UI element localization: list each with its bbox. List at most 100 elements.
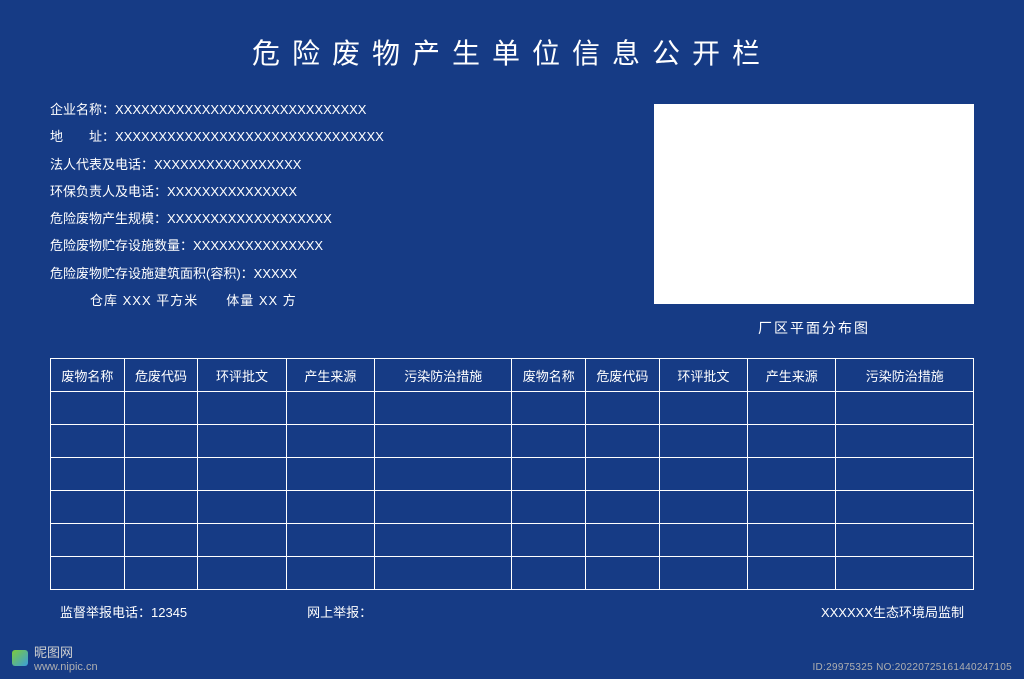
table-cell [51, 425, 125, 458]
table-cell [375, 392, 512, 425]
table-cell [836, 491, 974, 524]
table-cell [375, 524, 512, 557]
table-cell [286, 557, 374, 590]
table-cell [512, 491, 586, 524]
table-cell [375, 425, 512, 458]
table-cell [836, 557, 974, 590]
env-contact-row: 环保负责人及电话： XXXXXXXXXXXXXXX [50, 178, 614, 205]
table-cell [586, 458, 660, 491]
waste-table-wrap: 废物名称危废代码环评批文产生来源污染防治措施废物名称危废代码环评批文产生来源污染… [0, 338, 1024, 590]
table-cell [124, 491, 198, 524]
table-cell [198, 392, 286, 425]
address-label: 地 址： [50, 123, 115, 150]
table-cell [51, 392, 125, 425]
hotline: 监督举报电话：12345 [60, 602, 187, 621]
waste-table: 废物名称危废代码环评批文产生来源污染防治措施废物名称危废代码环评批文产生来源污染… [50, 358, 974, 590]
table-cell [375, 491, 512, 524]
table-cell [198, 491, 286, 524]
table-row [51, 524, 974, 557]
watermark-id: ID:29975325 NO:20220725161440247105 [812, 662, 1012, 673]
table-cell [286, 425, 374, 458]
table-cell [512, 458, 586, 491]
table-header-cell: 危废代码 [124, 359, 198, 392]
env-contact-label: 环保负责人及电话： [50, 178, 167, 205]
table-cell [748, 491, 836, 524]
table-cell [748, 557, 836, 590]
storage-count-row: 危险废物贮存设施数量： XXXXXXXXXXXXXXX [50, 232, 614, 259]
online-report-label: 网上举报： [307, 602, 372, 621]
table-cell [659, 557, 747, 590]
table-cell [586, 392, 660, 425]
table-cell [198, 557, 286, 590]
table-cell [124, 425, 198, 458]
table-cell [124, 458, 198, 491]
table-cell [836, 524, 974, 557]
table-cell [586, 491, 660, 524]
table-cell [748, 524, 836, 557]
table-cell [748, 392, 836, 425]
company-name-label: 企业名称： [50, 96, 115, 123]
company-info-block: 企业名称： XXXXXXXXXXXXXXXXXXXXXXXXXXXXX 地 址：… [50, 96, 614, 338]
table-cell [586, 557, 660, 590]
table-cell [659, 458, 747, 491]
table-cell [124, 392, 198, 425]
scale-label: 危险废物产生规模： [50, 205, 167, 232]
table-cell [586, 524, 660, 557]
footer-row: 监督举报电话：12345 网上举报： XXXXXX生态环境局监制 [0, 590, 1024, 621]
table-cell [659, 524, 747, 557]
table-cell [124, 524, 198, 557]
table-cell [512, 557, 586, 590]
table-cell [286, 491, 374, 524]
table-cell [198, 524, 286, 557]
table-cell [836, 392, 974, 425]
table-header-cell: 产生来源 [748, 359, 836, 392]
address-value: XXXXXXXXXXXXXXXXXXXXXXXXXXXXXXX [115, 123, 384, 150]
table-cell [375, 557, 512, 590]
table-cell [659, 491, 747, 524]
hotline-label: 监督举报电话： [60, 605, 151, 620]
table-cell [748, 458, 836, 491]
content-area: 企业名称： XXXXXXXXXXXXXXXXXXXXXXXXXXXXX 地 址：… [0, 96, 1024, 338]
table-row [51, 425, 974, 458]
table-cell [512, 524, 586, 557]
table-cell [375, 458, 512, 491]
table-cell [836, 425, 974, 458]
storage-area-value: XXXXX [254, 260, 297, 287]
table-cell [51, 458, 125, 491]
table-row [51, 392, 974, 425]
table-header-cell: 环评批文 [198, 359, 286, 392]
watermark-left: 昵图网 www.nipic.cn [12, 642, 98, 673]
table-cell [286, 392, 374, 425]
legal-row: 法人代表及电话： XXXXXXXXXXXXXXXXX [50, 151, 614, 178]
table-header-cell: 产生来源 [286, 359, 374, 392]
supervisor-text: XXXXXX生态环境局监制 [821, 602, 964, 621]
storage-area-label: 危险废物贮存设施建筑面积(容积)： [50, 260, 254, 287]
table-cell [836, 458, 974, 491]
company-name-row: 企业名称： XXXXXXXXXXXXXXXXXXXXXXXXXXXXX [50, 96, 614, 123]
storage-area-row: 危险废物贮存设施建筑面积(容积)： XXXXX [50, 260, 614, 287]
table-row [51, 458, 974, 491]
storage-count-label: 危险废物贮存设施数量： [50, 232, 193, 259]
table-cell [586, 425, 660, 458]
map-block: 厂区平面分布图 [654, 96, 974, 338]
hotline-value: 12345 [151, 605, 187, 620]
address-row: 地 址： XXXXXXXXXXXXXXXXXXXXXXXXXXXXXXX [50, 123, 614, 150]
table-header-cell: 污染防治措施 [375, 359, 512, 392]
table-cell [512, 425, 586, 458]
table-cell [51, 491, 125, 524]
env-contact-value: XXXXXXXXXXXXXXX [167, 178, 297, 205]
table-cell [512, 392, 586, 425]
table-cell [286, 524, 374, 557]
table-row [51, 557, 974, 590]
table-cell [198, 425, 286, 458]
table-cell [198, 458, 286, 491]
table-cell [286, 458, 374, 491]
table-cell [124, 557, 198, 590]
table-cell [51, 524, 125, 557]
legal-value: XXXXXXXXXXXXXXXXX [154, 151, 301, 178]
table-cell [51, 557, 125, 590]
table-row [51, 491, 974, 524]
map-image-placeholder [654, 104, 974, 304]
scale-row: 危险废物产生规模： XXXXXXXXXXXXXXXXXXX [50, 205, 614, 232]
footer-left: 监督举报电话：12345 网上举报： [60, 602, 372, 621]
